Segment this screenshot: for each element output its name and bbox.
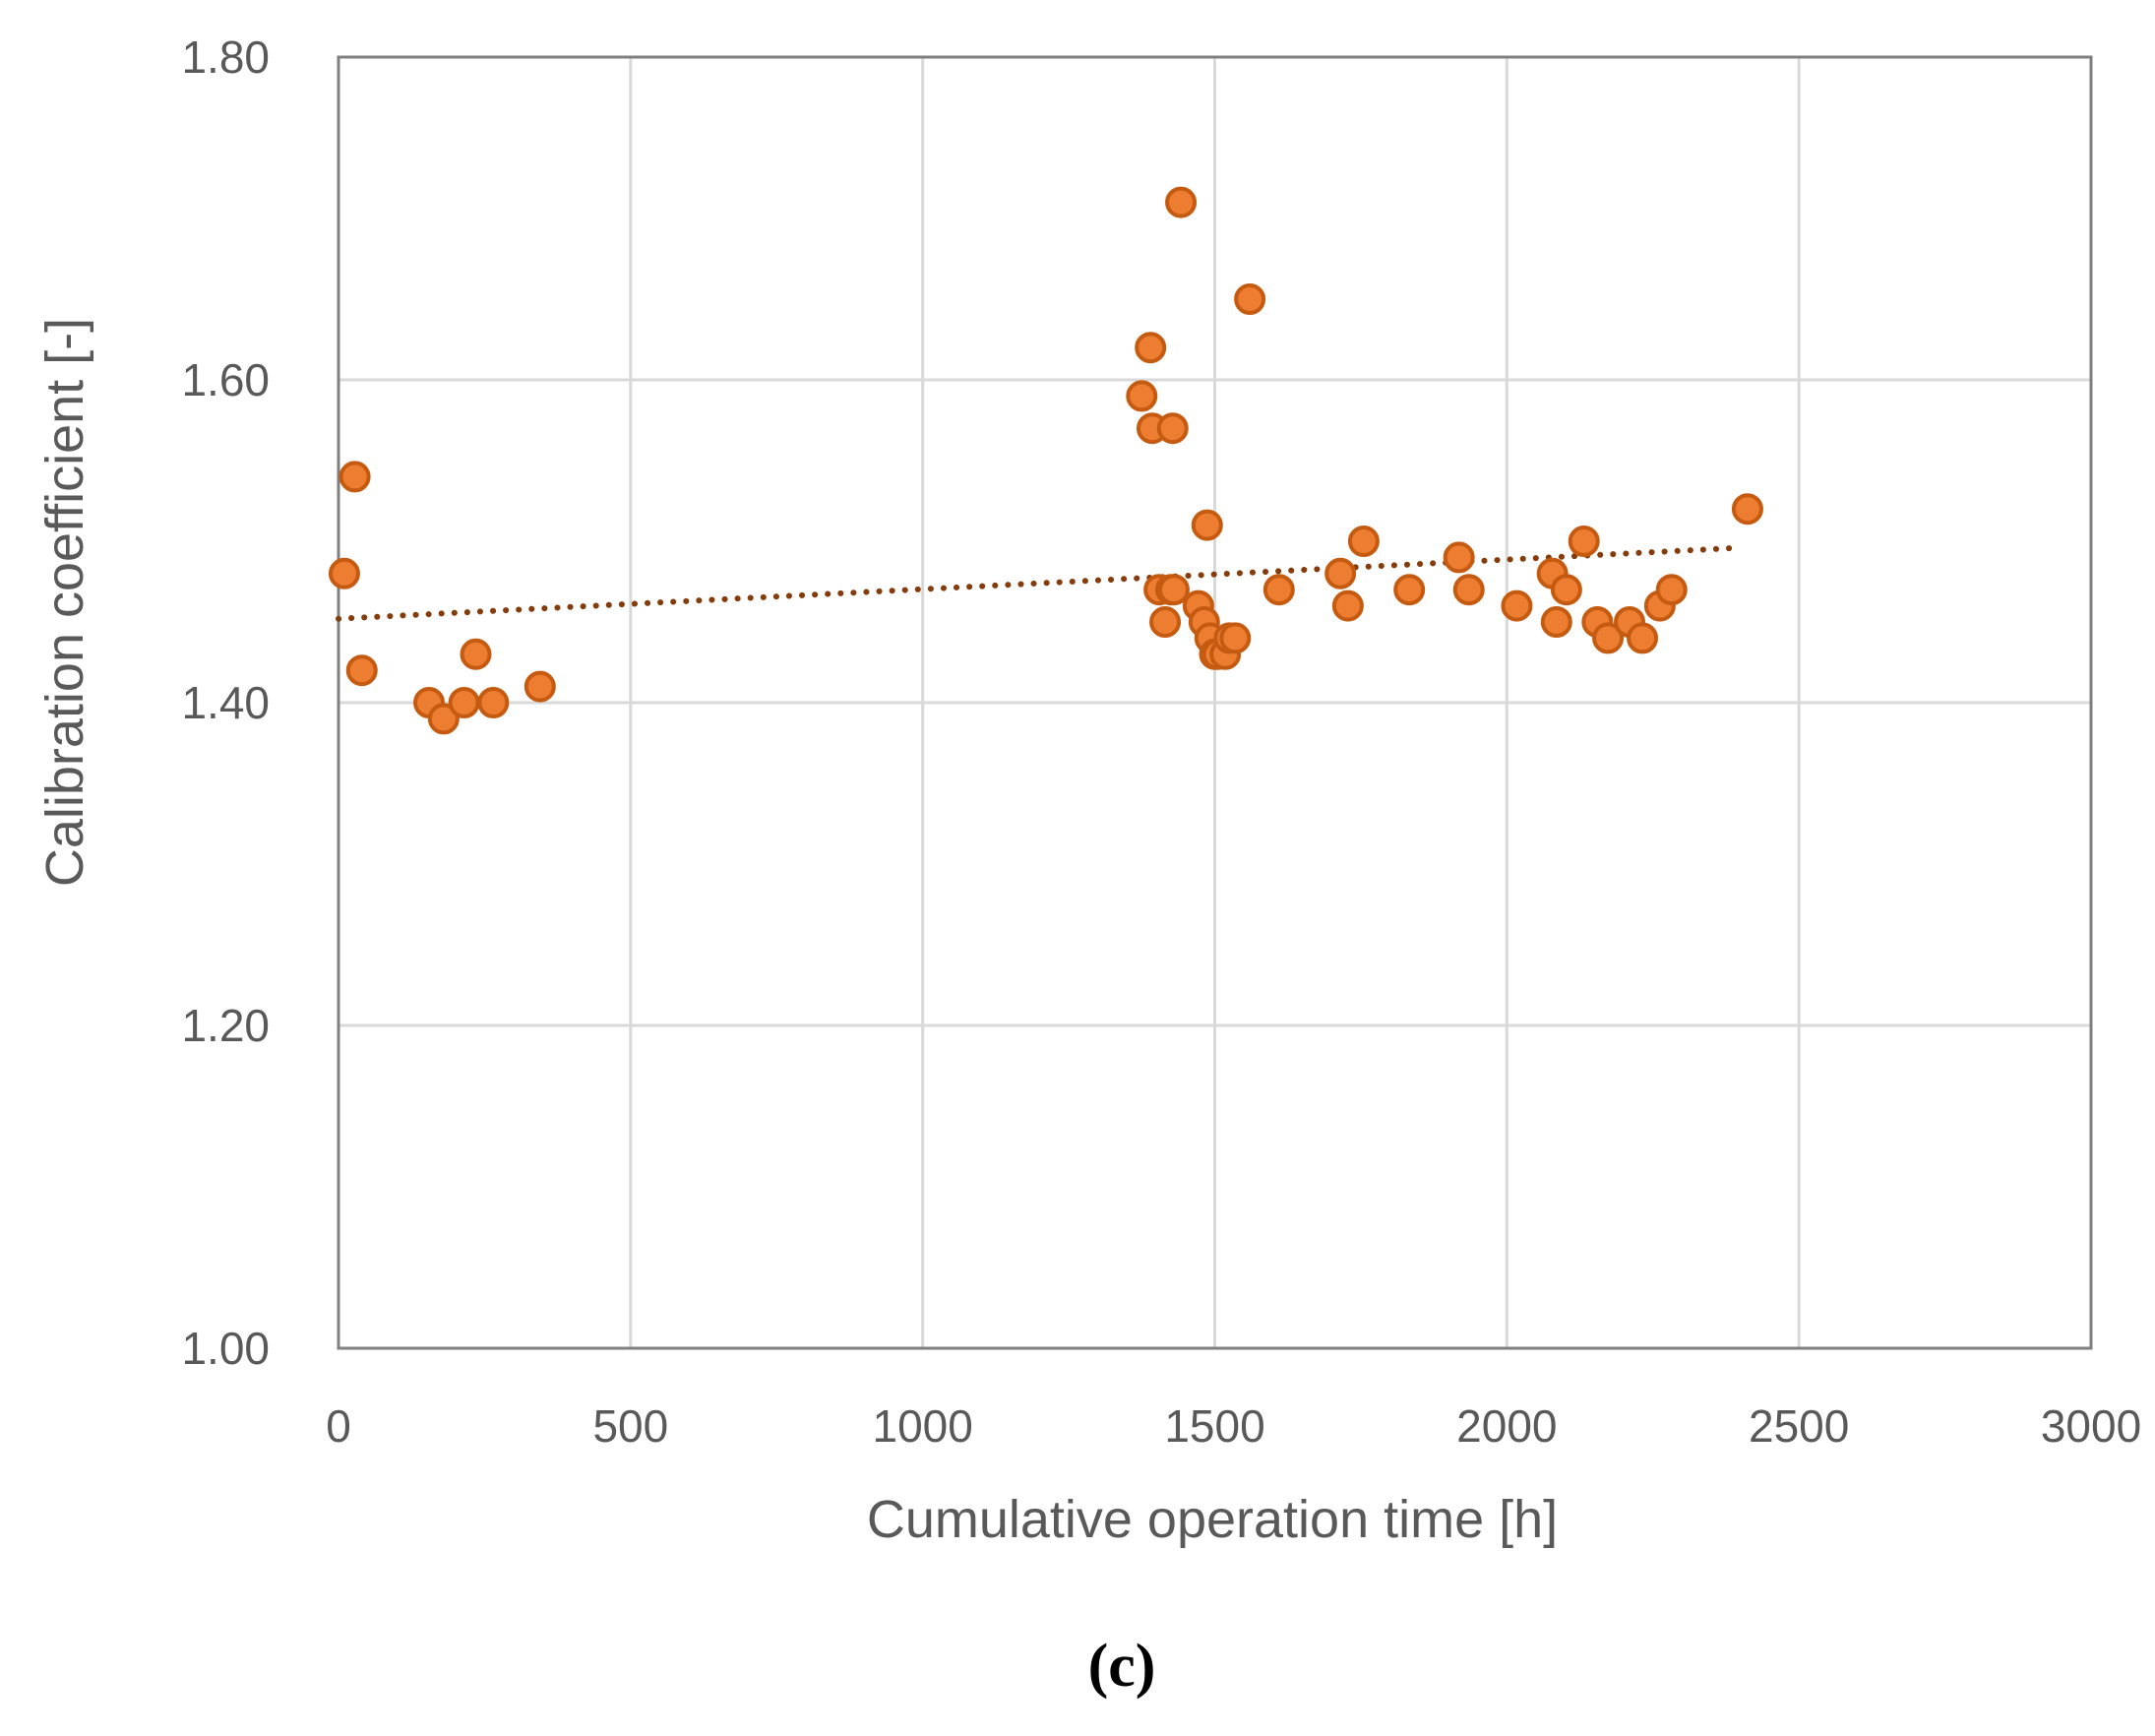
data-point	[1655, 574, 1688, 606]
data-point	[1219, 622, 1252, 654]
y-axis-tick-labels: 1.00 1.20 1.40 1.60 1.80	[181, 31, 270, 1374]
data-point	[1156, 412, 1189, 445]
data-point	[1234, 283, 1266, 315]
y-tick-label: 1.00	[181, 1323, 270, 1374]
trendline-layer	[336, 544, 1744, 622]
data-point	[1393, 574, 1426, 606]
data-point	[328, 557, 360, 589]
data-point	[1540, 606, 1572, 638]
x-tick-label: 500	[592, 1400, 668, 1452]
plot-area-border	[337, 55, 2093, 1350]
x-axis-title: Cumulative operation time [h]	[867, 1490, 1558, 1549]
data-point	[448, 687, 480, 718]
data-point	[460, 638, 492, 670]
data-point	[1165, 186, 1198, 218]
data-point	[1126, 380, 1158, 412]
data-point	[1452, 574, 1485, 606]
y-axis-title: Calibration coefficient [-]	[35, 318, 94, 887]
data-point	[1262, 574, 1295, 606]
data-point	[477, 687, 510, 718]
y-tick-label: 1.20	[181, 1000, 270, 1051]
data-points	[328, 186, 1763, 735]
y-tick-label: 1.80	[181, 31, 270, 83]
data-point	[345, 654, 378, 687]
data-point	[1592, 622, 1625, 654]
y-tick-label: 1.60	[181, 354, 270, 405]
data-point	[1135, 332, 1167, 364]
data-point	[1347, 526, 1380, 557]
panel-label: (c)	[1088, 1633, 1156, 1700]
y-tick-label: 1.40	[181, 677, 270, 728]
data-point	[1443, 541, 1475, 574]
data-point	[1157, 574, 1190, 606]
data-point	[339, 461, 371, 493]
data-point	[523, 670, 556, 703]
x-tick-label: 2000	[1456, 1400, 1557, 1452]
x-axis-tick-labels: 0 500 1000 1500 2000 2500 3000	[326, 1400, 2141, 1452]
data-point	[1191, 509, 1223, 541]
x-tick-label: 3000	[2041, 1400, 2141, 1452]
data-point	[1550, 574, 1582, 606]
data-point	[427, 703, 460, 735]
grid-lines	[337, 55, 2093, 1350]
data-point	[1501, 589, 1533, 622]
data-point	[1731, 493, 1763, 526]
data-point	[1149, 606, 1182, 638]
x-tick-label: 1500	[1164, 1400, 1264, 1452]
trendline	[336, 544, 1744, 622]
data-point	[1568, 526, 1600, 557]
data-point	[1627, 622, 1659, 654]
x-tick-label: 0	[326, 1400, 351, 1452]
data-point	[1324, 557, 1357, 589]
x-tick-label: 1000	[872, 1400, 972, 1452]
x-tick-label: 2500	[1749, 1400, 1849, 1452]
data-point	[1331, 589, 1364, 622]
